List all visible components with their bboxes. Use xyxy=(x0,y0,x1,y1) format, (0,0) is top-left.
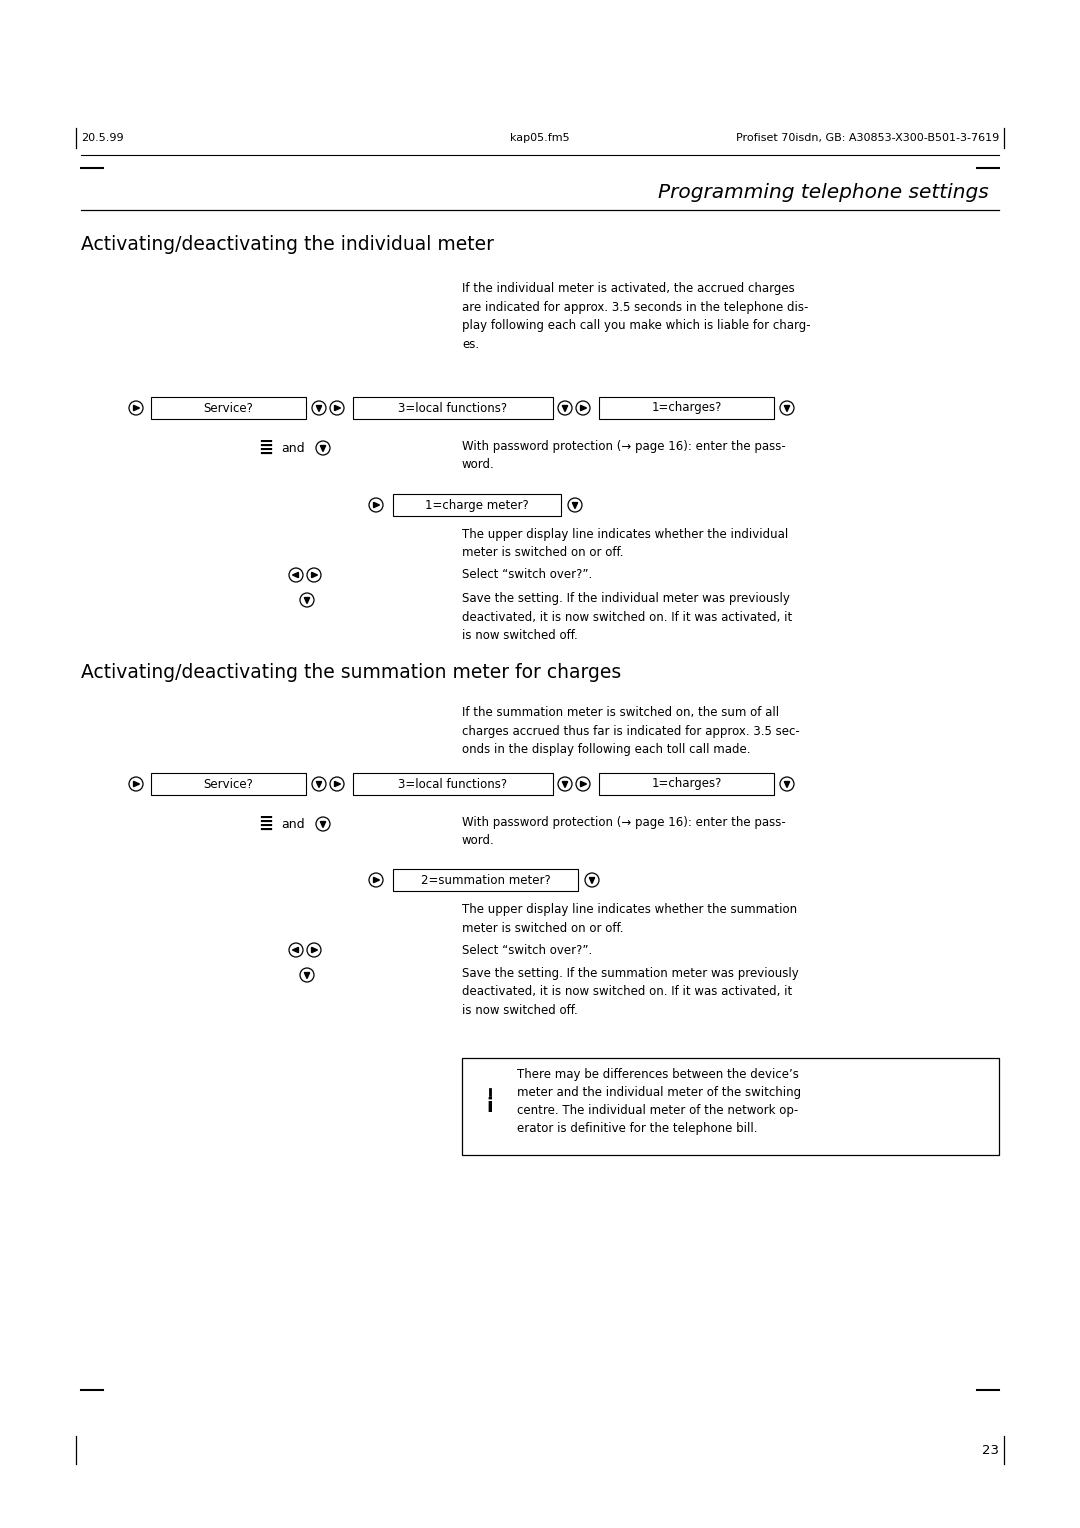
FancyBboxPatch shape xyxy=(393,494,561,516)
Polygon shape xyxy=(321,446,326,451)
FancyBboxPatch shape xyxy=(599,773,774,795)
Text: 1=charges?: 1=charges? xyxy=(651,778,721,790)
FancyBboxPatch shape xyxy=(462,1057,999,1155)
Text: 2=summation meter?: 2=summation meter? xyxy=(420,874,551,886)
Text: 23: 23 xyxy=(982,1444,999,1456)
Text: 3=local functions?: 3=local functions? xyxy=(399,402,508,414)
Polygon shape xyxy=(563,405,568,411)
FancyBboxPatch shape xyxy=(151,397,306,419)
Text: Profiset 70isdn, GB: A30853-X300-B501-3-7619: Profiset 70isdn, GB: A30853-X300-B501-3-… xyxy=(735,133,999,144)
FancyBboxPatch shape xyxy=(599,397,774,419)
Polygon shape xyxy=(316,405,322,411)
Text: There may be differences between the device’s
meter and the individual meter of : There may be differences between the dev… xyxy=(517,1068,801,1135)
Polygon shape xyxy=(572,503,578,509)
Text: ≣: ≣ xyxy=(258,439,273,457)
Text: Select “switch over?”.: Select “switch over?”. xyxy=(462,568,592,582)
Polygon shape xyxy=(335,781,340,787)
Polygon shape xyxy=(134,781,139,787)
Text: ≣: ≣ xyxy=(258,814,273,833)
Text: 3=local functions?: 3=local functions? xyxy=(399,778,508,790)
FancyBboxPatch shape xyxy=(353,397,553,419)
Text: 20.5.99: 20.5.99 xyxy=(81,133,123,144)
Text: Save the setting. If the individual meter was previously
deactivated, it is now : Save the setting. If the individual mete… xyxy=(462,591,793,642)
Text: and: and xyxy=(281,442,305,454)
Polygon shape xyxy=(563,781,568,787)
Text: 1=charges?: 1=charges? xyxy=(651,402,721,414)
Text: Service?: Service? xyxy=(203,402,254,414)
Text: Save the setting. If the summation meter was previously
deactivated, it is now s: Save the setting. If the summation meter… xyxy=(462,967,799,1018)
Text: Activating/deactivating the summation meter for charges: Activating/deactivating the summation me… xyxy=(81,663,621,681)
FancyBboxPatch shape xyxy=(353,773,553,795)
Polygon shape xyxy=(321,822,326,828)
Text: With password protection (→ page 16): enter the pass-
word.: With password protection (→ page 16): en… xyxy=(462,816,786,848)
Polygon shape xyxy=(311,947,318,952)
Text: and: and xyxy=(281,817,305,831)
Polygon shape xyxy=(784,781,789,787)
Text: kap05.fm5: kap05.fm5 xyxy=(510,133,570,144)
Text: Activating/deactivating the individual meter: Activating/deactivating the individual m… xyxy=(81,235,494,255)
Text: If the individual meter is activated, the accrued charges
are indicated for appr: If the individual meter is activated, th… xyxy=(462,283,811,350)
Text: The upper display line indicates whether the summation
meter is switched on or o: The upper display line indicates whether… xyxy=(462,903,797,935)
Text: If the summation meter is switched on, the sum of all
charges accrued thus far i: If the summation meter is switched on, t… xyxy=(462,706,800,756)
Text: 1=charge meter?: 1=charge meter? xyxy=(426,498,529,512)
Polygon shape xyxy=(374,877,379,883)
Text: Programming telephone settings: Programming telephone settings xyxy=(658,183,989,203)
Polygon shape xyxy=(784,405,789,411)
Polygon shape xyxy=(581,781,586,787)
FancyBboxPatch shape xyxy=(151,773,306,795)
Polygon shape xyxy=(335,405,340,411)
FancyBboxPatch shape xyxy=(393,869,578,891)
Polygon shape xyxy=(590,877,595,883)
Text: The upper display line indicates whether the individual
meter is switched on or : The upper display line indicates whether… xyxy=(462,529,788,559)
Text: Select “switch over?”.: Select “switch over?”. xyxy=(462,943,592,957)
Polygon shape xyxy=(293,573,298,578)
Polygon shape xyxy=(293,947,298,952)
Polygon shape xyxy=(581,405,586,411)
Polygon shape xyxy=(316,781,322,787)
Polygon shape xyxy=(305,972,310,978)
Text: Service?: Service? xyxy=(203,778,254,790)
Polygon shape xyxy=(134,405,139,411)
Text: With password protection (→ page 16): enter the pass-
word.: With password protection (→ page 16): en… xyxy=(462,440,786,472)
Text: i: i xyxy=(487,1097,494,1115)
Polygon shape xyxy=(311,573,318,578)
Polygon shape xyxy=(305,597,310,604)
Polygon shape xyxy=(374,503,379,507)
